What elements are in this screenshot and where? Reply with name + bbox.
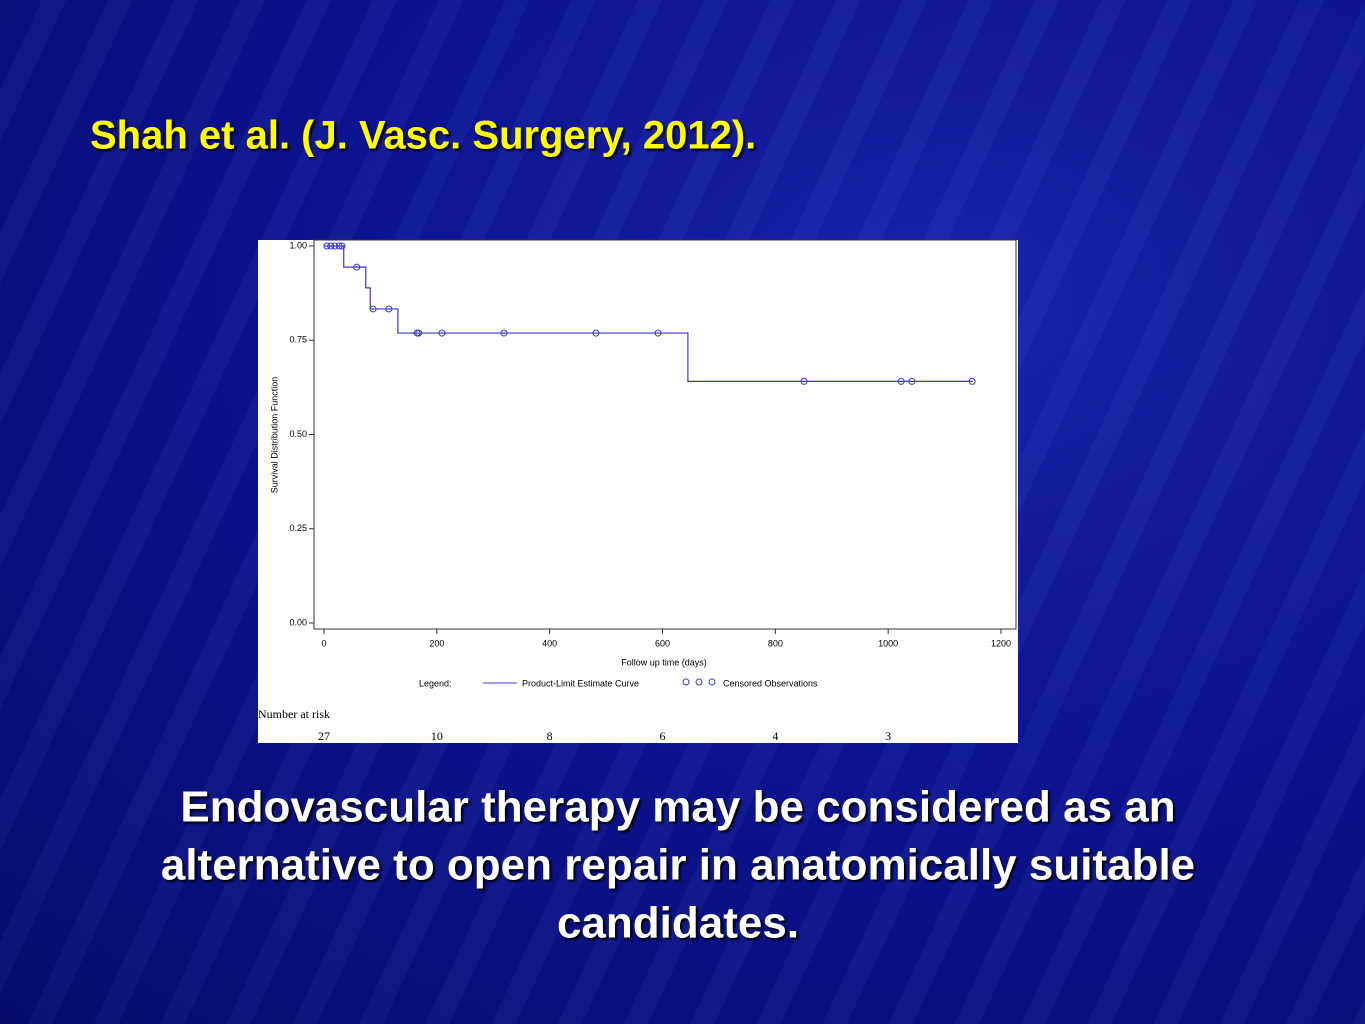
legend-title: Legend: [419, 678, 452, 688]
risk-count: 4 [772, 729, 778, 743]
x-tick-label: 0 [321, 638, 326, 648]
y-axis-label: Survival Distribution Function [269, 377, 279, 494]
censored-marker [654, 329, 662, 337]
legend-entry: Product-Limit Estimate Curve [522, 678, 639, 688]
x-tick-label: 600 [655, 638, 670, 648]
x-tick-label: 200 [429, 638, 444, 648]
risk-count: 10 [431, 729, 443, 743]
censored-marker [592, 329, 600, 337]
censored-marker [438, 329, 446, 337]
censored-marker [800, 377, 808, 385]
censored-marker [353, 263, 361, 271]
caption-line: alternative to open repair in anatomical… [161, 841, 1195, 890]
caption-line: Endovascular therapy may be considered a… [180, 783, 1175, 832]
x-axis-label: Follow up time (days) [621, 657, 707, 667]
x-tick-label: 1000 [878, 638, 898, 648]
risk-count: 27 [318, 729, 330, 743]
legend-marker [682, 678, 690, 686]
x-tick-label: 1200 [991, 638, 1011, 648]
censored-marker [897, 377, 905, 385]
risk-count: 3 [885, 729, 891, 743]
risk-label: Number at risk [258, 707, 330, 721]
risk-count: 6 [660, 729, 666, 743]
censored-marker [338, 242, 346, 250]
y-tick-label: 0.75 [289, 335, 307, 345]
censored-marker [385, 305, 393, 313]
censored-marker [323, 242, 331, 250]
censored-marker [335, 242, 343, 250]
y-tick-label: 0.50 [289, 429, 307, 439]
legend-marker [708, 678, 716, 686]
caption-line: candidates. [557, 899, 799, 948]
risk-count: 8 [547, 729, 553, 743]
censored-marker [369, 305, 377, 313]
censored-marker [500, 329, 508, 337]
y-tick-label: 0.25 [289, 523, 307, 533]
censored-marker [908, 377, 916, 385]
slide-title: Shah et al. (J. Vasc. Surgery, 2012). [90, 114, 756, 158]
y-tick-label: 1.00 [289, 240, 307, 250]
survival-curve [324, 245, 973, 382]
y-tick-label: 0.00 [289, 617, 307, 627]
censored-marker [331, 242, 339, 250]
censored-marker [327, 242, 335, 250]
censored-marker [415, 329, 423, 337]
censored-marker [968, 377, 976, 385]
legend-entry: Censored Observations [723, 678, 818, 688]
x-tick-label: 800 [768, 638, 783, 648]
x-tick-label: 400 [542, 638, 557, 648]
legend-marker [695, 678, 703, 686]
chart-panel [258, 240, 1018, 743]
